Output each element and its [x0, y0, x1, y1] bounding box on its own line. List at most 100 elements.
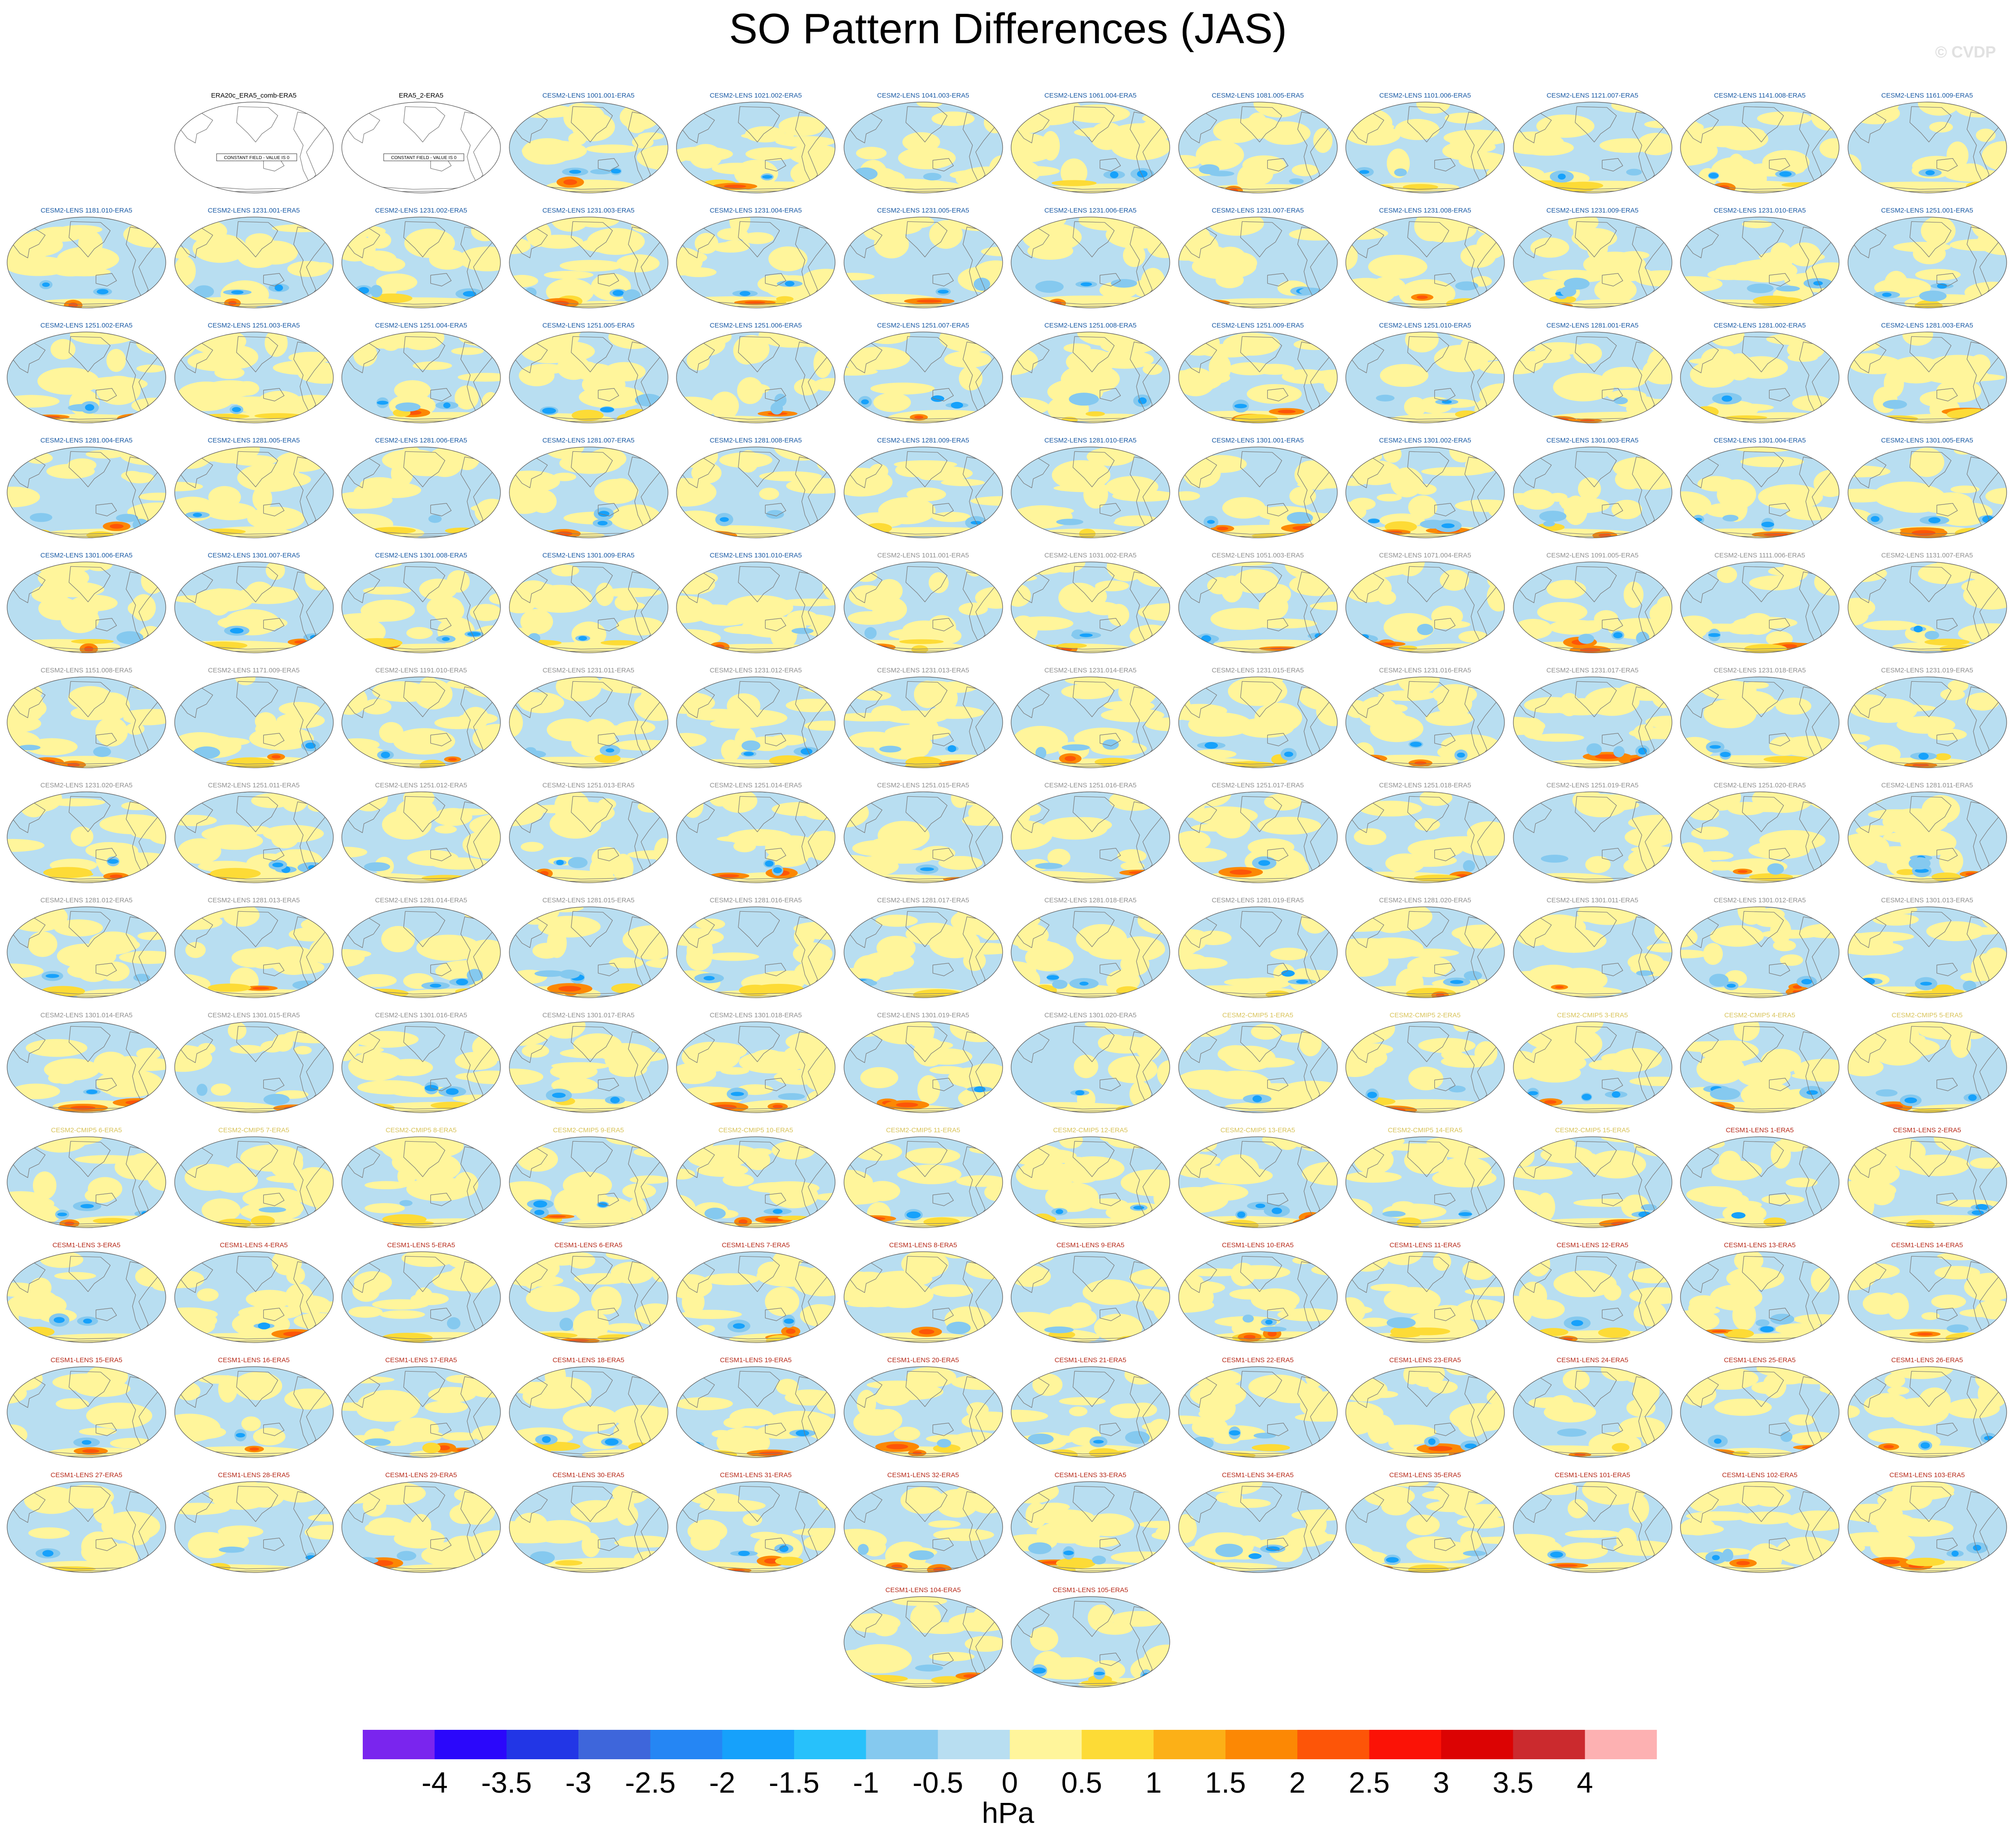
strong-negative-anomaly-region — [1284, 751, 1293, 757]
positive-anomaly-region — [848, 731, 897, 748]
strong-positive-anomaly-region — [397, 1221, 434, 1226]
coastline — [1182, 111, 1217, 143]
map-panel-plot — [1680, 791, 1840, 883]
positive-anomaly-region — [1934, 1266, 1980, 1279]
map-panel-title: CESM2-LENS 1281.019-ERA5 — [1212, 897, 1304, 904]
coastline — [1099, 1077, 1121, 1091]
positive-anomaly-region — [1961, 578, 2007, 595]
map-panel: CESM2-LENS 1251.019-ERA5 — [1512, 781, 1673, 884]
coastline — [765, 158, 787, 172]
positive-anomaly-region — [7, 233, 63, 257]
positive-anomaly-region — [25, 1039, 87, 1057]
map-panel: CESM2-LENS 1251.004-ERA5 — [341, 321, 501, 424]
strong-positive-anomaly-region — [699, 533, 725, 538]
coastline — [1099, 963, 1121, 976]
negative-anomaly-region — [218, 1546, 245, 1553]
map-panel: CESM2-LENS 1251.002-ERA5 — [6, 321, 167, 424]
map-panel: CESM2-LENS 1081.005-ERA5 — [1178, 91, 1338, 194]
map-border — [1680, 1136, 1840, 1228]
positive-anomaly-region — [1792, 395, 1832, 411]
map-panel-title: CESM2-LENS 1231.013-ERA5 — [877, 667, 969, 674]
coastline — [512, 685, 548, 718]
strong-negative-anomaly-region — [1712, 1555, 1720, 1560]
positive-anomaly-region — [360, 477, 399, 491]
map-panel: CESM1-LENS 35-ERA5 — [1345, 1471, 1505, 1573]
map-panel-plot — [1345, 791, 1505, 883]
positive-anomaly-region — [78, 963, 110, 982]
coastline — [1434, 158, 1456, 172]
map-background — [174, 562, 333, 653]
map-panel: CESM2-LENS 1301.016-ERA5 — [341, 1011, 501, 1114]
strong-positive-anomaly-region — [1243, 1335, 1255, 1339]
coastline — [1851, 915, 1886, 948]
positive-anomaly-region — [1645, 222, 1672, 232]
coastline — [1267, 388, 1288, 401]
colorbar-swatch — [1369, 1730, 1442, 1759]
positive-anomaly-region — [1178, 1297, 1214, 1313]
coastline — [11, 340, 46, 373]
coastline — [11, 225, 46, 258]
positive-anomaly-region — [1300, 907, 1329, 934]
positive-anomaly-region — [807, 1252, 835, 1264]
map-border — [1011, 676, 1170, 768]
map-panel: CESM2-LENS 1231.017-ERA5 — [1512, 666, 1673, 769]
map-panel-title: CESM2-LENS 1101.006-ERA5 — [1379, 92, 1471, 99]
map-panel-plot — [1847, 1366, 2007, 1458]
positive-anomaly-region — [1645, 716, 1672, 729]
map-border — [7, 906, 166, 998]
map-border — [1680, 1366, 1840, 1458]
coastline — [403, 911, 445, 947]
coastline — [345, 225, 381, 258]
coastline — [1267, 848, 1288, 861]
map-panel-title: CESM1-LENS 102-ERA5 — [1722, 1471, 1798, 1479]
map-panel-title: CESM2-LENS 1231.012-ERA5 — [709, 667, 802, 674]
map-panel-title: CESM1-LENS 11-ERA5 — [1389, 1241, 1461, 1249]
coastline — [847, 685, 882, 718]
positive-anomaly-region — [1522, 986, 1622, 998]
negative-anomaly-region — [524, 287, 537, 298]
map-panel: CESM1-LENS 101-ERA5 — [1512, 1471, 1673, 1573]
positive-anomaly-region — [138, 492, 166, 501]
strong-positive-anomaly-region — [1089, 1448, 1120, 1458]
positive-anomaly-region — [1691, 827, 1729, 840]
positive-anomaly-region — [1601, 367, 1648, 389]
coastline — [1099, 388, 1121, 401]
coastline — [598, 1537, 619, 1551]
map-panel-plot — [1011, 1366, 1170, 1458]
strong-negative-anomaly-region — [1281, 970, 1295, 977]
strong-negative-anomaly-region — [1229, 1430, 1240, 1436]
map-border — [843, 1251, 1003, 1343]
map-border — [1011, 1596, 1170, 1688]
coastline — [1073, 106, 1115, 143]
map-panel-plot — [1847, 217, 2007, 308]
strong-positive-anomaly-region — [1793, 1445, 1828, 1450]
map-panel: CESM2-LENS 1101.006-ERA5 — [1345, 91, 1505, 194]
positive-anomaly-region — [1739, 1511, 1795, 1524]
strong-negative-anomaly-region — [597, 520, 607, 526]
coastline — [1574, 681, 1617, 717]
coastline — [905, 1601, 947, 1637]
negative-anomaly-region — [1028, 1542, 1052, 1554]
map-panel: CESM2-LENS 1301.003-ERA5 — [1512, 436, 1673, 539]
strong-negative-anomaly-region — [272, 862, 283, 868]
positive-anomaly-region — [1139, 1521, 1170, 1528]
coastline — [738, 106, 780, 143]
map-border — [1178, 102, 1338, 193]
map-panel: CESM2-LENS 1281.017-ERA5 — [843, 896, 1004, 999]
positive-anomaly-region — [1887, 1386, 1909, 1395]
strong-positive-anomaly-region — [1749, 873, 1793, 881]
coastline — [1073, 911, 1115, 947]
coastline — [95, 1077, 117, 1091]
positive-anomaly-region — [786, 478, 835, 494]
map-panel-plot — [676, 791, 836, 883]
positive-anomaly-region — [29, 562, 94, 573]
map-border — [1847, 217, 2007, 308]
strong-positive-anomaly-region — [1934, 753, 1951, 761]
positive-anomaly-region — [20, 699, 47, 718]
map-panel-plot — [1680, 1481, 1840, 1573]
positive-anomaly-region — [622, 1183, 656, 1199]
positive-anomaly-region — [860, 1067, 898, 1089]
strong-positive-anomaly-region — [1051, 180, 1097, 186]
positive-anomaly-region — [1369, 1391, 1398, 1398]
coastline — [1073, 1141, 1115, 1177]
